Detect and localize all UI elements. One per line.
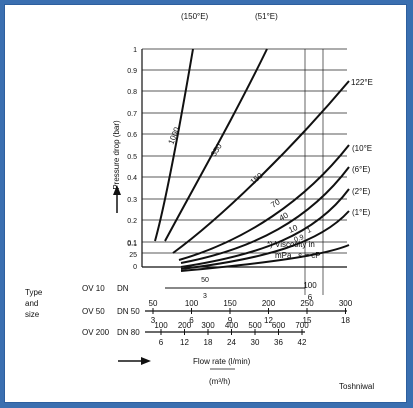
- curve-3: [178, 144, 350, 261]
- scale-ov200-m3h-2: 18: [204, 338, 213, 347]
- scale-ov50-m3h-0: 3: [151, 316, 156, 325]
- scale-ov200-lmin-0: 100: [154, 321, 168, 330]
- x-axis-label: Flow rate (l/min): [193, 357, 251, 366]
- y-tick-5: 0.5: [127, 154, 137, 161]
- scale-ov200-m3h-1: 12: [180, 338, 189, 347]
- figure-frame: Pressure drop (bar) 1 0.9 0.8 0.7 0.6 0.5 0.4 0…: [4, 4, 407, 403]
- viscosity-note-line-1: *) Viscosity in: [267, 240, 315, 249]
- curve-0: [154, 48, 194, 242]
- curve-label-150: 150: [249, 171, 265, 187]
- series-label-10E: (10°E: [352, 144, 372, 153]
- y-axis-arrow: [113, 185, 121, 213]
- scale-ov50-lmin-5: 300: [339, 299, 353, 308]
- scale-ov50-lmin-0: 50: [149, 299, 158, 308]
- y-tick-7: 0.3: [127, 197, 137, 204]
- type-label-3: size: [25, 310, 40, 319]
- curve-label-10: 10: [287, 223, 299, 235]
- curve-7: [180, 244, 350, 272]
- y-tick-0: 1: [133, 47, 137, 54]
- curve-label-1000: 1000: [167, 125, 182, 145]
- scale-ov200-lmin-2: 300: [201, 321, 215, 330]
- type-label-2: and: [25, 299, 38, 308]
- y-tick-bottom-2: 0: [133, 264, 137, 271]
- series-label-122E: 122°E: [351, 78, 373, 87]
- scale-ov50-lmin-1: 100: [185, 299, 199, 308]
- x-axis-arrow: [118, 357, 151, 365]
- scale-ov50-m3h-1: 6: [189, 316, 194, 325]
- curve-1: [164, 48, 268, 242]
- x-axis-label-alt: (m³/h): [209, 377, 231, 386]
- scale-ov50-lmin-3: 200: [262, 299, 276, 308]
- curves: [154, 48, 350, 272]
- scale-ov10-extra-1: 6: [308, 293, 313, 302]
- scale-ov50-lmin-2: 150: [223, 299, 237, 308]
- series-label-6E: (6°E): [352, 165, 371, 174]
- scale-ov10-extra-0: 100: [303, 281, 317, 290]
- y-tick-3: 0.7: [127, 111, 137, 118]
- y-tick-bottom-1: 25: [129, 252, 137, 259]
- curve-5: [180, 188, 350, 268]
- scale-ov200-lmin-1: 200: [178, 321, 192, 330]
- scale-ov10-lmin-0: 50: [201, 277, 209, 284]
- scale-ov200-lmin-6: 700: [295, 321, 309, 330]
- size-row-ov200-dn: DN 80: [117, 328, 140, 337]
- scale-ov200-lmin-3: 400: [225, 321, 239, 330]
- y-tick-6: 0.4: [127, 175, 137, 182]
- scale-ov200-m3h-3: 24: [227, 338, 236, 347]
- scale-ov50-lmin-4: 250: [300, 299, 314, 308]
- curve-label-0-9: 0.9: [293, 234, 305, 244]
- scale-ov200-m3h-6: 42: [298, 338, 307, 347]
- scale-ov200-lmin-4: 500: [248, 321, 262, 330]
- scale-ov200-m3h-0: 6: [159, 338, 164, 347]
- series-label-2E: (2°E): [352, 187, 371, 196]
- series-label-51E: (51°E): [255, 12, 278, 21]
- y-tick-9: 0.1: [127, 240, 137, 247]
- size-row-ov10: OV 10: [82, 284, 105, 293]
- y-tick-2: 0.8: [127, 89, 137, 96]
- curve-2: [172, 80, 350, 254]
- y-tick-bottom-0: 0.1: [127, 241, 137, 248]
- y-tick-1: 0.9: [127, 68, 137, 75]
- curve-label-350: 350: [209, 142, 224, 159]
- scale-ov200-m3h-5: 36: [274, 338, 283, 347]
- viscosity-note-line-2: mPa . s = cP: [275, 251, 321, 260]
- credit: Toshniwal: [339, 382, 374, 391]
- series-label-150E: (150°E): [181, 12, 209, 21]
- flow-scales: 5031006503100615092001225015300181006200…: [145, 277, 353, 347]
- series-label-1E: (1°E): [352, 208, 371, 217]
- curve-4: [180, 166, 350, 264]
- y-axis-label: Pressure drop (bar): [112, 120, 121, 190]
- size-row-ov200: OV 200: [82, 328, 110, 337]
- size-row-ov10-dn: DN: [117, 284, 129, 293]
- scale-ov50-m3h-5: 18: [341, 316, 350, 325]
- type-label-1: Type: [25, 288, 43, 297]
- scale-ov50-m3h-4: 15: [303, 316, 312, 325]
- y-tick-4: 0.6: [127, 132, 137, 139]
- pressure-drop-chart: Pressure drop (bar) 10.90.80.70.60.50.40…: [25, 12, 374, 391]
- scale-ov200-m3h-4: 30: [251, 338, 260, 347]
- y-tick-8: 0.2: [127, 218, 137, 225]
- scale-ov10-m3h-0: 3: [203, 293, 207, 300]
- size-row-ov50: OV 50: [82, 307, 105, 316]
- scale-ov200-lmin-5: 600: [272, 321, 286, 330]
- curve-6: [180, 210, 350, 270]
- scale-ov50-m3h-3: 12: [264, 316, 273, 325]
- size-row-ov50-dn: DN 50: [117, 307, 140, 316]
- curve-label-1: 1: [306, 227, 312, 235]
- scale-ov50-m3h-2: 9: [228, 316, 233, 325]
